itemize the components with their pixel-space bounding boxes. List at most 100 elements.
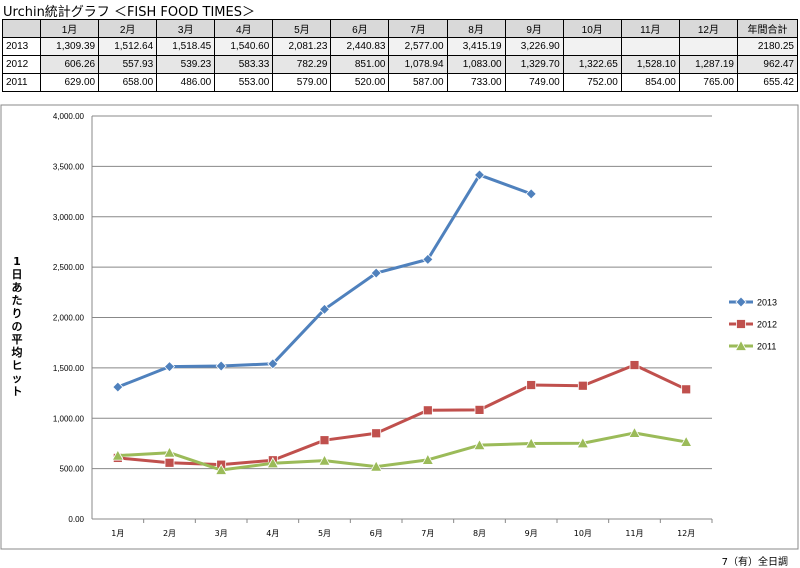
table-cell: 587.00 bbox=[388, 73, 448, 92]
table-cell: 1,540.60 bbox=[214, 37, 274, 56]
y-tick-label: 4,000.00 bbox=[53, 112, 85, 121]
data-point bbox=[163, 446, 176, 458]
data-point bbox=[370, 267, 382, 279]
table-cell: 733.00 bbox=[446, 73, 506, 92]
x-tick-label: 2月 bbox=[163, 529, 176, 538]
table-cell: 486.00 bbox=[156, 73, 216, 92]
y-tick-label: 2,500.00 bbox=[53, 263, 85, 272]
x-tick-label: 5月 bbox=[318, 529, 331, 538]
data-point bbox=[474, 404, 485, 415]
legend-label: 2013 bbox=[757, 298, 777, 308]
table-cell: 606.26 bbox=[39, 55, 100, 74]
y-tick-label: 2,000.00 bbox=[53, 314, 85, 323]
legend-label: 2012 bbox=[757, 320, 777, 330]
data-point bbox=[163, 361, 176, 373]
data-point bbox=[576, 436, 590, 449]
table-cell: 765.00 bbox=[678, 73, 739, 92]
line-chart: 0.00 500.00 1,000.00 1,500.00 2,000.00 2,500.… bbox=[0, 104, 799, 550]
series-line bbox=[117, 363, 687, 467]
data-point bbox=[371, 428, 382, 439]
data-point bbox=[215, 360, 227, 372]
table-cell: 854.00 bbox=[620, 73, 680, 92]
table-cell: 1,287.19 bbox=[678, 55, 739, 74]
table-cell: 1,528.10 bbox=[620, 55, 680, 74]
x-tick-label: 11月 bbox=[625, 529, 643, 538]
table-cell: 1,329.70 bbox=[504, 55, 564, 74]
x-tick-label: 3月 bbox=[215, 529, 228, 538]
data-point bbox=[628, 426, 641, 438]
table-cell: 749.00 bbox=[504, 73, 564, 92]
table-header-cell: 4月 bbox=[214, 19, 274, 38]
table-header-cell: 8月 bbox=[446, 19, 506, 38]
table-header-cell: 1月 bbox=[39, 19, 100, 38]
y-tick-label: 1,000.00 bbox=[53, 414, 85, 423]
page-title: Urchin統計グラフ ＜FISH FOOD TIMES＞ bbox=[3, 5, 255, 20]
table-header-cell: 年間合計 bbox=[737, 19, 798, 38]
x-tick-label: 12月 bbox=[677, 529, 695, 538]
data-point bbox=[112, 381, 124, 393]
data-point bbox=[422, 405, 433, 416]
table-header-cell: 2月 bbox=[98, 19, 158, 38]
x-tick-label: 10月 bbox=[574, 529, 592, 538]
table-cell: 1,518.45 bbox=[156, 37, 216, 56]
x-tick-label: 4月 bbox=[266, 529, 279, 538]
legend-item: 2011 bbox=[729, 339, 776, 352]
table-cell: 2,081.23 bbox=[272, 37, 332, 56]
data-point bbox=[214, 463, 228, 475]
data-point bbox=[164, 457, 175, 468]
table-cell bbox=[562, 37, 622, 56]
footer-note: 7（有）全日調 bbox=[721, 557, 788, 568]
series-2012 bbox=[112, 360, 692, 470]
table-cell: 3,415.19 bbox=[446, 37, 506, 56]
table-cell: 851.00 bbox=[330, 55, 390, 74]
table-cell: 782.29 bbox=[272, 55, 332, 74]
y-tick-label: 500.00 bbox=[60, 465, 85, 474]
table-cell: 520.00 bbox=[330, 73, 390, 92]
data-point bbox=[266, 456, 280, 469]
legend-label: 2011 bbox=[757, 342, 776, 352]
data-point bbox=[318, 303, 331, 315]
table-row: 2012 606.26 557.93 539.23 583.33 782.29 851.00… bbox=[2, 55, 798, 74]
table-row: 2013 1,309.39 1,512.64 1,518.45 1,540.60 2,08… bbox=[2, 37, 798, 56]
legend-item: 2012 bbox=[729, 319, 777, 330]
table-cell: 1,322.65 bbox=[562, 55, 622, 74]
table-cell: 2,440.83 bbox=[330, 37, 390, 56]
y-tick-label: 3,500.00 bbox=[53, 162, 85, 171]
table-row: 2011 629.00 658.00 486.00 553.00 579.00 520.00… bbox=[2, 73, 798, 92]
chart-border bbox=[0, 104, 799, 550]
annual-total-cell: 2180.25 bbox=[737, 37, 798, 56]
annual-total-cell: 962.47 bbox=[737, 55, 798, 74]
data-point bbox=[525, 188, 537, 200]
data-point bbox=[473, 438, 486, 451]
table-header-cell: 5月 bbox=[272, 19, 332, 38]
legend: 2013 2012 2011 bbox=[729, 296, 777, 352]
data-point bbox=[111, 449, 125, 461]
table-cell: 658.00 bbox=[98, 73, 158, 92]
data-point bbox=[369, 460, 383, 472]
data-point bbox=[473, 169, 486, 181]
series-line bbox=[117, 431, 687, 472]
table-header-cell: 6月 bbox=[330, 19, 390, 38]
x-tick-label: 7月 bbox=[421, 529, 434, 538]
table-cell: 1,083.00 bbox=[446, 55, 506, 74]
data-point bbox=[421, 453, 435, 465]
data-point bbox=[681, 384, 692, 395]
y-tick-labels: 0.00 500.00 1,000.00 1,500.00 2,000.00 2,500.… bbox=[53, 112, 85, 524]
table-header-cell: 12月 bbox=[678, 19, 739, 38]
table-cell: 1,309.39 bbox=[39, 37, 100, 56]
table-cell: 557.93 bbox=[98, 55, 158, 74]
series-2011 bbox=[111, 426, 693, 475]
x-tick-labels: 1月 2月 3月 4月 5月 6月 7月 8月 9月 10月 11月 12月 bbox=[111, 529, 695, 538]
data-point bbox=[735, 296, 747, 308]
table-cell: 553.00 bbox=[214, 73, 274, 92]
x-tick-label: 9月 bbox=[525, 529, 538, 538]
x-tick-label: 1月 bbox=[111, 529, 124, 538]
series-lines bbox=[111, 169, 693, 475]
table-cell: 539.23 bbox=[156, 55, 216, 74]
data-point bbox=[526, 380, 537, 390]
data-point bbox=[629, 360, 640, 370]
data-point bbox=[734, 339, 748, 351]
table-cell bbox=[620, 37, 680, 56]
table-header-cell: 11月 bbox=[620, 19, 680, 38]
